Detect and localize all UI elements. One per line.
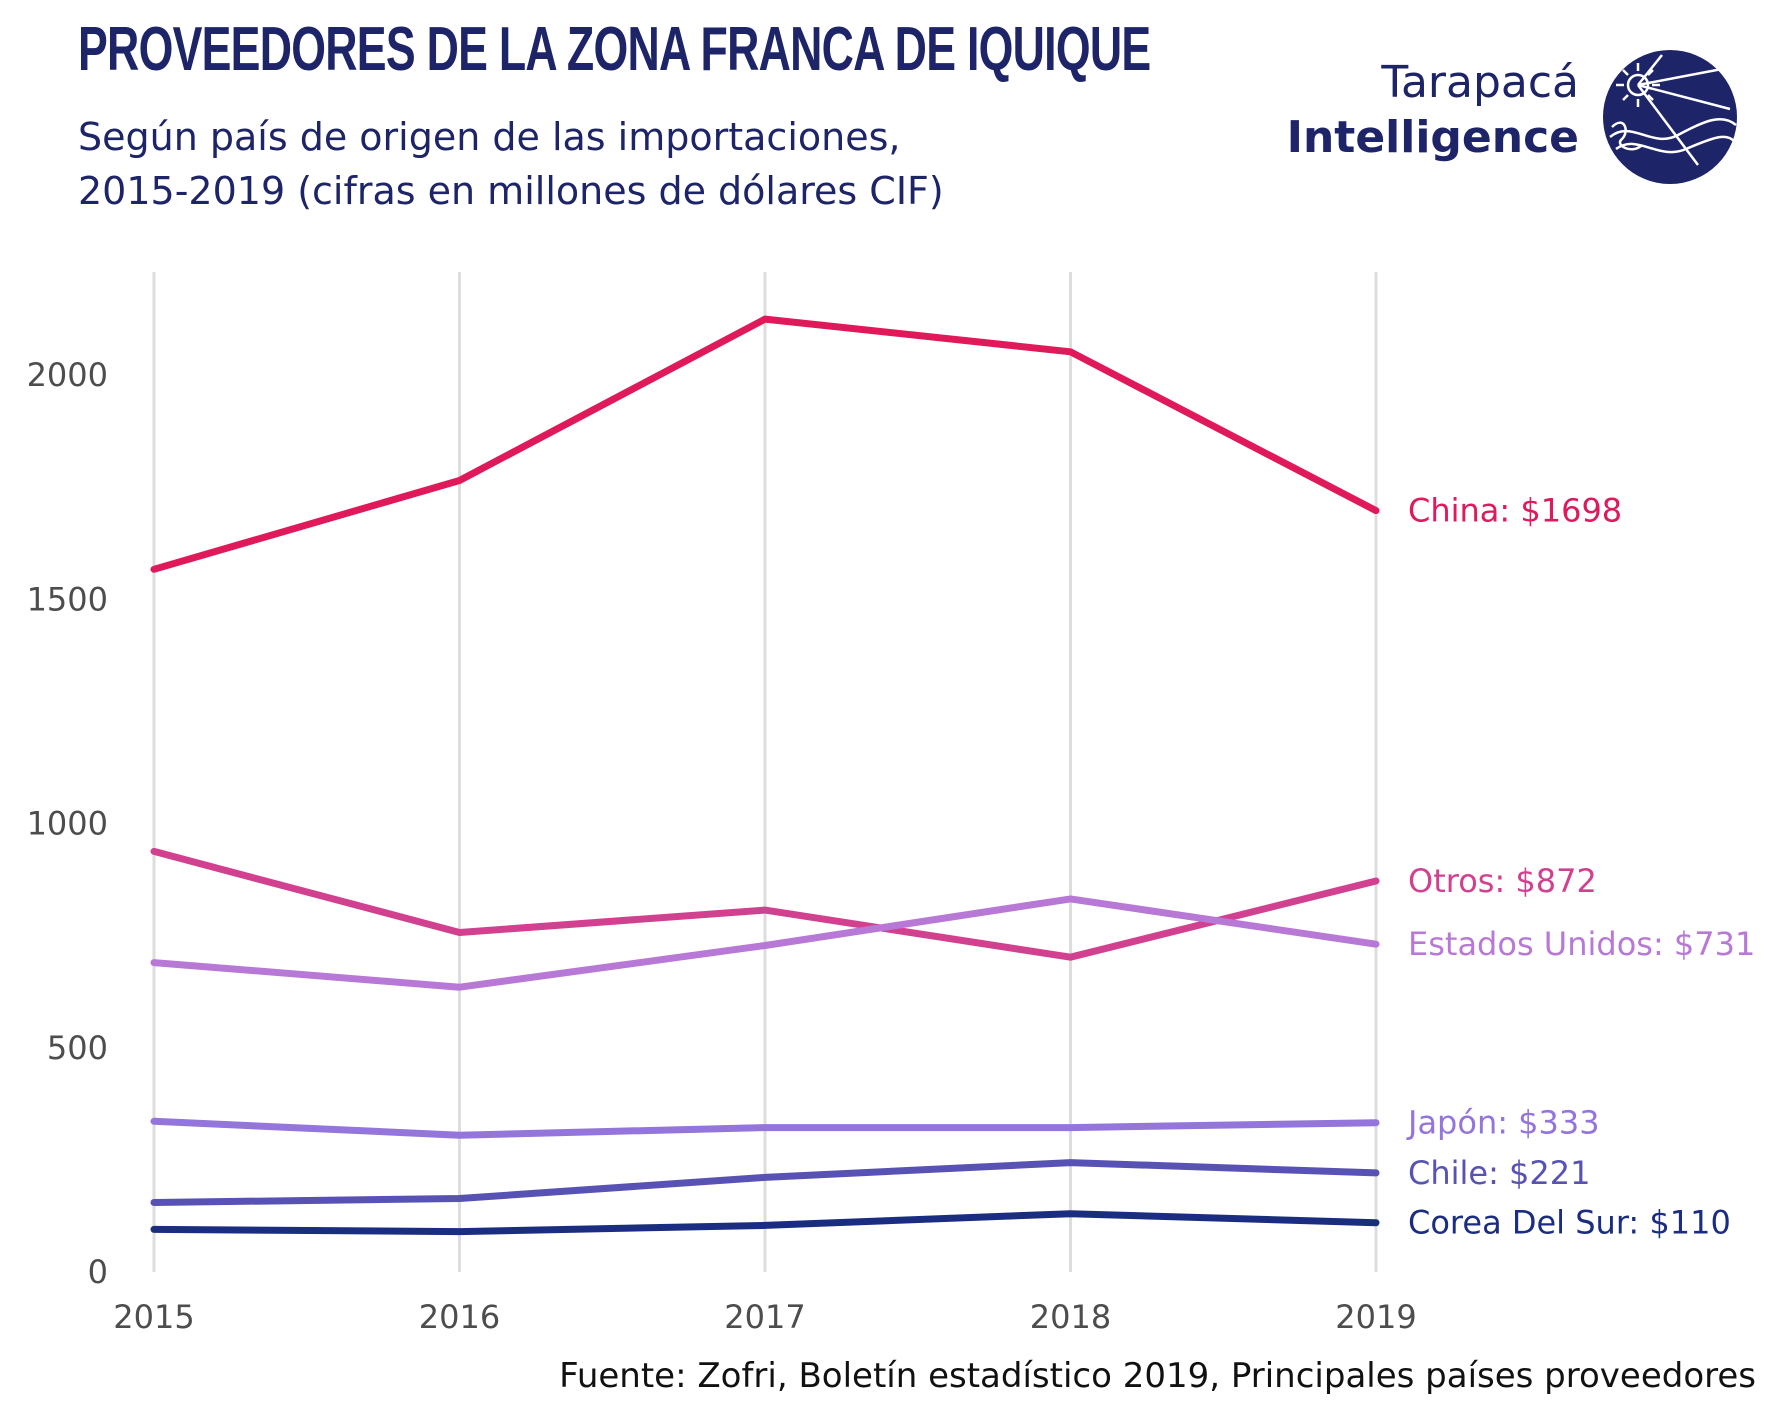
series-group [150,315,1380,1236]
series-line-japón [150,1117,1380,1139]
series-line-chile [150,1159,1380,1206]
series-line-corea-del-sur [150,1210,1380,1236]
x-tick-label: 2017 [724,1298,805,1336]
subtitle-line-2: 2015-2019 (cifras en millones de dólares… [78,169,944,213]
series-line-china [150,315,1380,573]
y-tick-label: 1500 [27,580,108,618]
series-label-corea-del-sur: Corea Del Sur: $110 [1408,1204,1731,1242]
x-tick-label: 2016 [419,1298,500,1336]
x-tick-label: 2019 [1335,1298,1416,1336]
series-end-labels: China: $1698 Otros: $872 Estados Unidos: $… [1406,492,1755,1242]
chart-title: PROVEEDORES DE LA ZONA FRANCA DE IQUIQUE [78,15,1151,84]
chart-subtitle: Según país de origen de las importacione… [78,110,1078,218]
series-label-estados-unidos: Estados Unidos: $731 [1408,925,1755,963]
series-label-chile: Chile: $221 [1408,1154,1590,1192]
subtitle-line-1: Según país de origen de las importacione… [78,115,901,159]
series-line-otros [150,847,1380,961]
series-label-china: China: $1698 [1408,492,1622,530]
sun-over-waves-icon [1603,50,1737,184]
source-note: Fuente: Zofri, Boletín estadístico 2019,… [559,1356,1756,1396]
y-tick-label: 1000 [27,805,108,843]
y-axis: 0 500 1000 1500 2000 [27,356,108,1291]
series-line-estados-unidos [150,895,1380,991]
series-label-japón: Japón: $333 [1406,1104,1600,1142]
brand-name-line-2: Intelligence [1286,112,1579,163]
x-axis: 2015 2016 2017 2018 2019 [113,1298,1416,1336]
series-label-otros: Otros: $872 [1408,862,1597,900]
chart-grid [152,272,1378,1272]
x-tick-label: 2015 [113,1298,194,1336]
y-tick-label: 0 [88,1253,108,1291]
brand-logo-text: Tarapacá Intelligence [1287,56,1579,166]
y-tick-label: 2000 [27,356,108,394]
x-tick-label: 2018 [1030,1298,1111,1336]
y-tick-label: 500 [47,1029,108,1067]
brand-name-line-1: Tarapacá [1381,57,1579,108]
